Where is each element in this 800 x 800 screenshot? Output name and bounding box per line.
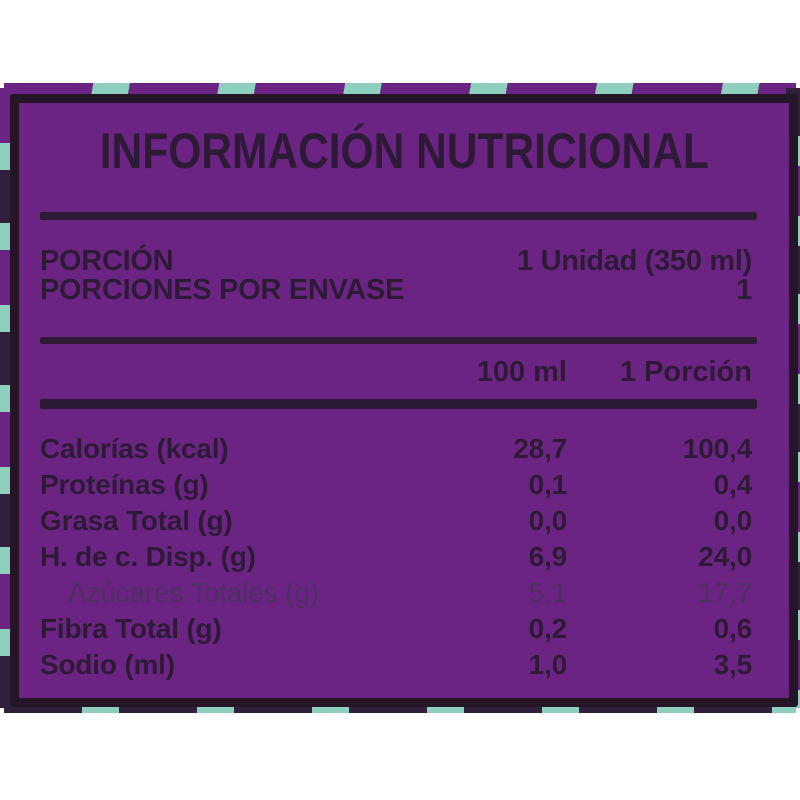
serving-row-per-package: PORCIONES POR ENVASE 1 <box>40 276 752 305</box>
nutrient-row: Proteínas (g) 0,1 0,4 <box>40 467 752 503</box>
nutrient-value-per-portion: 17,7 <box>698 577 752 608</box>
nutrient-value-per-100ml: 1,0 <box>528 649 568 680</box>
divider-middle <box>40 337 757 344</box>
column-header-per-100ml: 100 ml <box>476 356 567 388</box>
column-header-spacer <box>40 356 447 389</box>
serving-info: PORCIÓN 1 Unidad (350 ml) PORCIONES POR … <box>40 247 752 305</box>
nutrient-row: H. de c. Disp. (g) 6,9 24,0 <box>40 539 752 575</box>
nutrient-name: Proteínas (g) <box>40 469 209 500</box>
servings-per-package-label: PORCIONES POR ENVASE <box>40 274 405 306</box>
nutrient-value-per-100ml: 0,1 <box>528 469 568 500</box>
nutrient-table: Calorías (kcal) 28,7 100,4 Proteínas (g) 0,1… <box>40 431 752 683</box>
nutrient-value-per-portion: 0,0 <box>713 505 753 536</box>
divider-top <box>40 212 757 220</box>
nutrient-value-per-100ml: 0,0 <box>528 505 568 536</box>
nutrient-value-per-portion: 3,5 <box>713 649 753 680</box>
servings-per-package-value: 1 <box>736 274 752 306</box>
column-headers: 100 ml 1 Porción <box>40 356 752 389</box>
portion-value: 1 Unidad (350 ml) <box>516 245 752 277</box>
serving-row-portion: PORCIÓN 1 Unidad (350 ml) <box>40 247 752 276</box>
nutrient-name: H. de c. Disp. (g) <box>40 541 256 572</box>
nutrient-value-per-portion: 0,4 <box>713 469 753 500</box>
nutrition-title-text: INFORMACIÓN NUTRICIONAL <box>99 123 709 179</box>
nutrient-row: Fibra Total (g) 0,2 0,6 <box>40 611 752 647</box>
nutrient-value-per-100ml: 0,2 <box>528 613 568 644</box>
nutrient-value-per-100ml: 6,9 <box>528 541 568 572</box>
nutrient-name: Azúcares Totales (g) <box>68 577 319 608</box>
nutrient-row: Sodio (ml) 1,0 3,5 <box>40 647 752 683</box>
nutrient-name: Grasa Total (g) <box>40 505 233 536</box>
nutrient-value-per-portion: 0,6 <box>713 613 753 644</box>
column-header-per-portion: 1 Porción <box>619 356 752 388</box>
nutrient-name: Calorías (kcal) <box>40 433 229 464</box>
divider-thick <box>40 399 757 409</box>
nutrient-value-per-100ml: 5,1 <box>528 577 568 608</box>
torn-trim-top <box>4 83 796 97</box>
nutrient-name: Fibra Total (g) <box>40 613 222 644</box>
nutrient-name: Sodio (ml) <box>40 649 175 680</box>
nutrient-row: Azúcares Totales (g) 5,1 17,7 <box>40 575 752 611</box>
nutrient-value-per-portion: 100,4 <box>682 433 752 464</box>
nutrient-value-per-100ml: 28,7 <box>513 433 567 464</box>
portion-label: PORCIÓN <box>40 245 174 277</box>
nutrient-value-per-portion: 24,0 <box>698 541 752 572</box>
nutrition-title: INFORMACIÓN NUTRICIONAL <box>10 122 798 180</box>
nutrient-row: Calorías (kcal) 28,7 100,4 <box>40 431 752 467</box>
nutrient-row: Grasa Total (g) 0,0 0,0 <box>40 503 752 539</box>
torn-trim-left <box>0 88 13 708</box>
